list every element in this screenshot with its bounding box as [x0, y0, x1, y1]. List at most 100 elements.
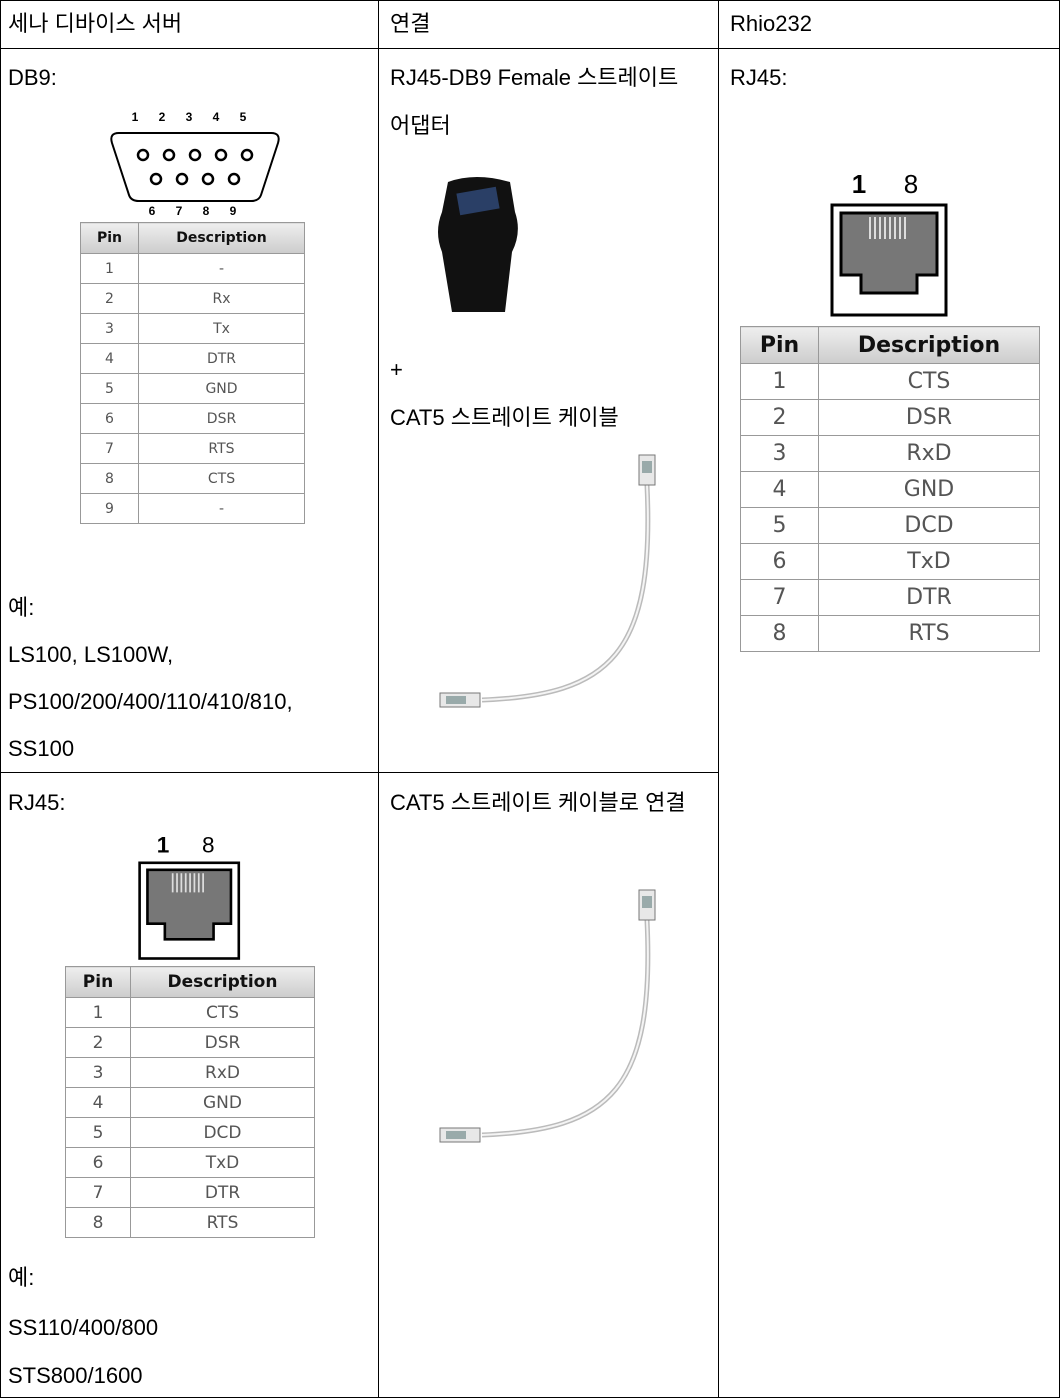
pin-cell: 2 [740, 399, 819, 436]
rj45-face [839, 211, 939, 295]
contact [197, 873, 200, 893]
pin-number: 1 [852, 169, 866, 199]
header-row: Pin Description [80, 222, 305, 254]
pin-row: 7 DTR [65, 1177, 315, 1208]
example-label: 예: [8, 1265, 35, 1290]
pin-row: 7 DTR [740, 579, 1040, 616]
contact [202, 873, 204, 893]
column-header: Description [130, 966, 315, 998]
adapter-label [456, 186, 500, 216]
contact [180, 873, 183, 893]
pin-cell: CTS [818, 363, 1040, 400]
rj45-face [146, 868, 233, 941]
connection-text: CAT5 스트레이트 케이블로 연결 [390, 790, 686, 815]
contact [176, 873, 178, 893]
pin-cell: 7 [65, 1177, 131, 1208]
pin-number: 1 [132, 110, 139, 124]
adapter-photo [438, 177, 518, 312]
model-list: SS110/400/800 [8, 1315, 159, 1340]
pin-cell: 3 [80, 313, 139, 344]
pin-cell: - [138, 253, 305, 284]
pin-hole [175, 172, 189, 186]
border [0, 772, 718, 773]
pin-cell: GND [818, 471, 1040, 508]
column-header: Pin [740, 326, 819, 364]
pin-cell: 8 [65, 1207, 131, 1238]
pin-row: 7 RTS [80, 433, 305, 464]
pin-cell: RTS [138, 433, 305, 464]
column-header: Pin [65, 966, 131, 998]
pin-cell: 6 [80, 403, 139, 434]
pin-row: 5 GND [80, 373, 305, 404]
model-list: LS100, LS100W, [8, 642, 174, 667]
cable-wire [481, 919, 651, 1138]
pin-cell: 7 [740, 579, 819, 616]
model-list: SS100 [8, 736, 75, 761]
plug-contacts [446, 1131, 466, 1139]
port-label: RJ45: [730, 65, 788, 90]
pin-row: 6 TxD [65, 1147, 315, 1178]
contact [184, 873, 187, 893]
pin-number: 6 [149, 204, 156, 218]
pin-cell: CTS [130, 997, 315, 1028]
pin-cell: 8 [740, 615, 819, 652]
contact [874, 217, 876, 239]
plus-sign: + [390, 357, 403, 382]
pin-hole [201, 172, 215, 186]
pin-cell: Rx [138, 283, 305, 314]
pin-cell: 1 [65, 997, 131, 1028]
pin-cell: TxD [130, 1147, 315, 1178]
pin-hole [149, 172, 163, 186]
pin-number: 8 [203, 204, 210, 218]
pin-hole [214, 148, 228, 162]
pin-number: 1 [157, 832, 170, 857]
pin-cell: RxD [130, 1057, 315, 1088]
pin-cell: Tx [138, 313, 305, 344]
model-list: PS100/200/400/110/410/810, [8, 689, 293, 714]
pin-hole [162, 148, 176, 162]
pin-number: 4 [213, 110, 220, 124]
plug-contacts [642, 896, 652, 908]
db9-shell [110, 132, 280, 202]
column-header: Description [818, 326, 1040, 364]
pin-cell: 6 [740, 543, 819, 580]
pin-row: 1- [80, 253, 305, 284]
pin-number: 2 [159, 110, 166, 124]
pin-row: 2 DSR [740, 399, 1040, 436]
pin-cell: 1 [80, 253, 139, 284]
pin-cell: 4 [65, 1087, 131, 1118]
pin-table: Pin Description 1 CTS 2 DSR 3 RxD 4 GND 5 DCD 6 TxD 7 D… [740, 326, 1040, 652]
contact [879, 217, 881, 239]
pin-table: Pin Description 1 CTS 2 DSR 3 RxD 4 GND 5 DCD 6 TxD 7 D… [65, 966, 315, 1238]
illustration: 1 2 3 4 5 6 7 8 9 [110, 110, 280, 218]
pin-cell: 5 [65, 1117, 131, 1148]
border [378, 0, 379, 1398]
pin-cell: DSR [818, 399, 1040, 436]
pin-cell: 5 [80, 373, 139, 404]
pin-row: 4 GND [65, 1087, 315, 1118]
pin-number: 3 [186, 110, 193, 124]
pin-row: 3 RxD [65, 1057, 315, 1088]
cable-wire [481, 919, 649, 1136]
pin-row: 8 RTS [740, 615, 1040, 652]
pin-cell: DCD [818, 507, 1040, 544]
pin-cell: 5 [740, 507, 819, 544]
pin-row: 8 CTS [80, 463, 305, 494]
model-list: STS800/1600 [8, 1363, 143, 1388]
border [0, 48, 1060, 49]
pin-row: 1 CTS [740, 363, 1040, 400]
pin-number: 5 [240, 110, 247, 124]
pin-cell: 2 [80, 283, 139, 314]
pin-hole [188, 148, 202, 162]
pin-cell: DSR [138, 403, 305, 434]
pin-row: 4 GND [740, 471, 1040, 508]
contact [171, 873, 174, 893]
plug-contacts [446, 696, 466, 704]
pin-row: 5 DCD [65, 1117, 315, 1148]
example-label: 예: [8, 595, 35, 620]
pin-cell: DCD [130, 1117, 315, 1148]
pin-cell: GND [138, 373, 305, 404]
pin-row: 3 Tx [80, 313, 305, 344]
